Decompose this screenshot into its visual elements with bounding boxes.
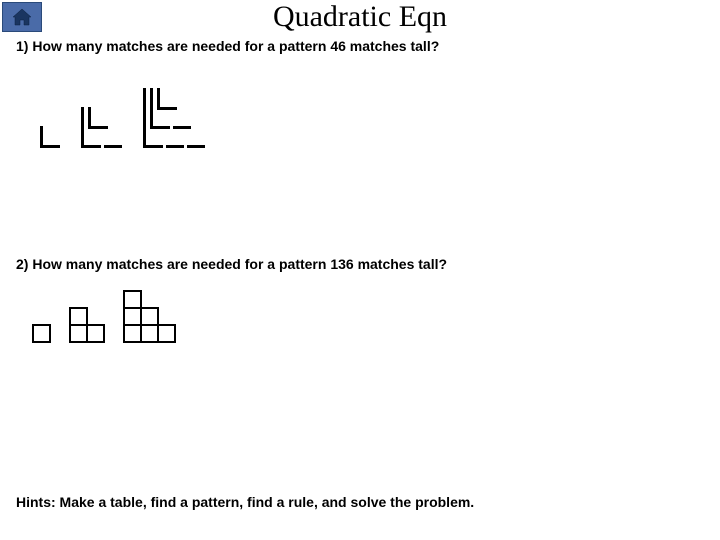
pattern-2-stage-1 <box>32 324 51 343</box>
pattern-1-stage-2 <box>81 107 125 148</box>
pattern-1-diagram <box>40 88 208 148</box>
pattern-1-stage-1 <box>40 126 63 148</box>
pattern-2-stage-3 <box>123 290 176 343</box>
pattern-1-stage-3 <box>143 88 208 148</box>
question-2-text: 2) How many matches are needed for a pat… <box>16 256 447 272</box>
pattern-2-diagram <box>32 290 176 343</box>
pattern-2-stage-2 <box>69 307 105 343</box>
hints-text: Hints: Make a table, find a pattern, fin… <box>16 494 474 510</box>
question-1-text: 1) How many matches are needed for a pat… <box>16 38 439 54</box>
page-title: Quadratic Eqn <box>0 0 720 34</box>
